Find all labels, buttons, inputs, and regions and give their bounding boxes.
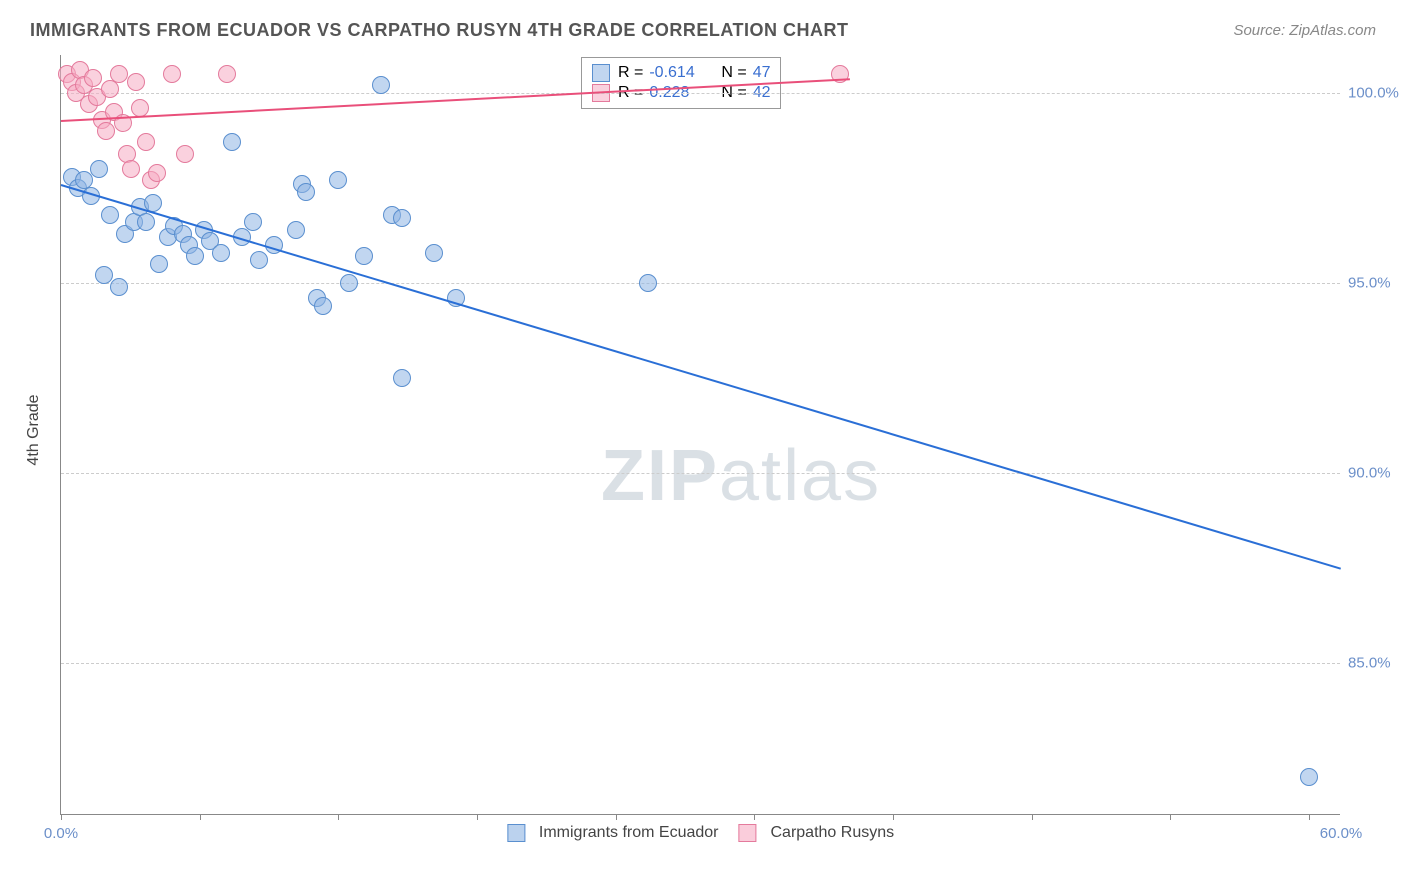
legend-row: R = -0.614N = 47: [592, 64, 770, 82]
data-point: [355, 247, 373, 265]
y-axis-label: 4th Grade: [25, 394, 43, 465]
watermark: ZIPatlas: [601, 435, 881, 517]
plot-area: ZIPatlas R = -0.614N = 47R = 0.228N = 42…: [60, 55, 1340, 815]
y-tick-label: 90.0%: [1348, 465, 1406, 482]
data-point: [639, 274, 657, 292]
watermark-bold: ZIP: [601, 436, 719, 516]
data-point: [372, 76, 390, 94]
legend-swatch: [507, 824, 525, 842]
watermark-rest: atlas: [719, 436, 881, 516]
x-tick: [477, 814, 478, 820]
gridline: [61, 663, 1340, 664]
data-point: [287, 221, 305, 239]
data-point: [250, 251, 268, 269]
x-tick: [61, 814, 62, 820]
data-point: [212, 244, 230, 262]
data-point: [223, 133, 241, 151]
bottom-legend-label: Immigrants from Ecuador: [539, 824, 719, 842]
data-point: [314, 297, 332, 315]
data-point: [393, 209, 411, 227]
bottom-legend: Immigrants from Ecuador Carpatho Rusyns: [507, 824, 894, 842]
data-point: [110, 278, 128, 296]
x-tick: [338, 814, 339, 820]
x-tick-label: 0.0%: [44, 825, 78, 842]
data-point: [90, 160, 108, 178]
x-tick: [1170, 814, 1171, 820]
gridline: [61, 283, 1340, 284]
data-point: [148, 164, 166, 182]
x-tick: [754, 814, 755, 820]
y-tick-label: 85.0%: [1348, 655, 1406, 672]
x-tick: [616, 814, 617, 820]
y-tick-label: 95.0%: [1348, 275, 1406, 292]
data-point: [110, 65, 128, 83]
gridline: [61, 473, 1340, 474]
data-point: [1300, 768, 1318, 786]
data-point: [340, 274, 358, 292]
bottom-legend-label: Carpatho Rusyns: [770, 824, 894, 842]
bottom-legend-item: Carpatho Rusyns: [738, 824, 894, 842]
data-point: [297, 183, 315, 201]
data-point: [329, 171, 347, 189]
x-tick: [200, 814, 201, 820]
data-point: [84, 69, 102, 87]
data-point: [425, 244, 443, 262]
data-point: [97, 122, 115, 140]
data-point: [137, 133, 155, 151]
data-point: [137, 213, 155, 231]
data-point: [244, 213, 262, 231]
data-point: [101, 206, 119, 224]
data-point: [176, 145, 194, 163]
legend-swatch: [592, 64, 610, 82]
x-tick: [1032, 814, 1033, 820]
data-point: [393, 369, 411, 387]
legend-swatch: [738, 824, 756, 842]
data-point: [122, 160, 140, 178]
data-point: [127, 73, 145, 91]
gridline: [61, 93, 1340, 94]
chart-source: Source: ZipAtlas.com: [1233, 22, 1376, 39]
data-point: [218, 65, 236, 83]
bottom-legend-item: Immigrants from Ecuador: [507, 824, 719, 842]
chart-title: IMMIGRANTS FROM ECUADOR VS CARPATHO RUSY…: [30, 20, 849, 41]
data-point: [186, 247, 204, 265]
x-tick: [1309, 814, 1310, 820]
legend-text: R = -0.614N = 47: [618, 64, 770, 82]
data-point: [150, 255, 168, 273]
x-tick-label: 60.0%: [1320, 825, 1363, 842]
trend-line: [61, 184, 1342, 570]
y-tick-label: 100.0%: [1348, 85, 1406, 102]
x-tick: [893, 814, 894, 820]
data-point: [163, 65, 181, 83]
